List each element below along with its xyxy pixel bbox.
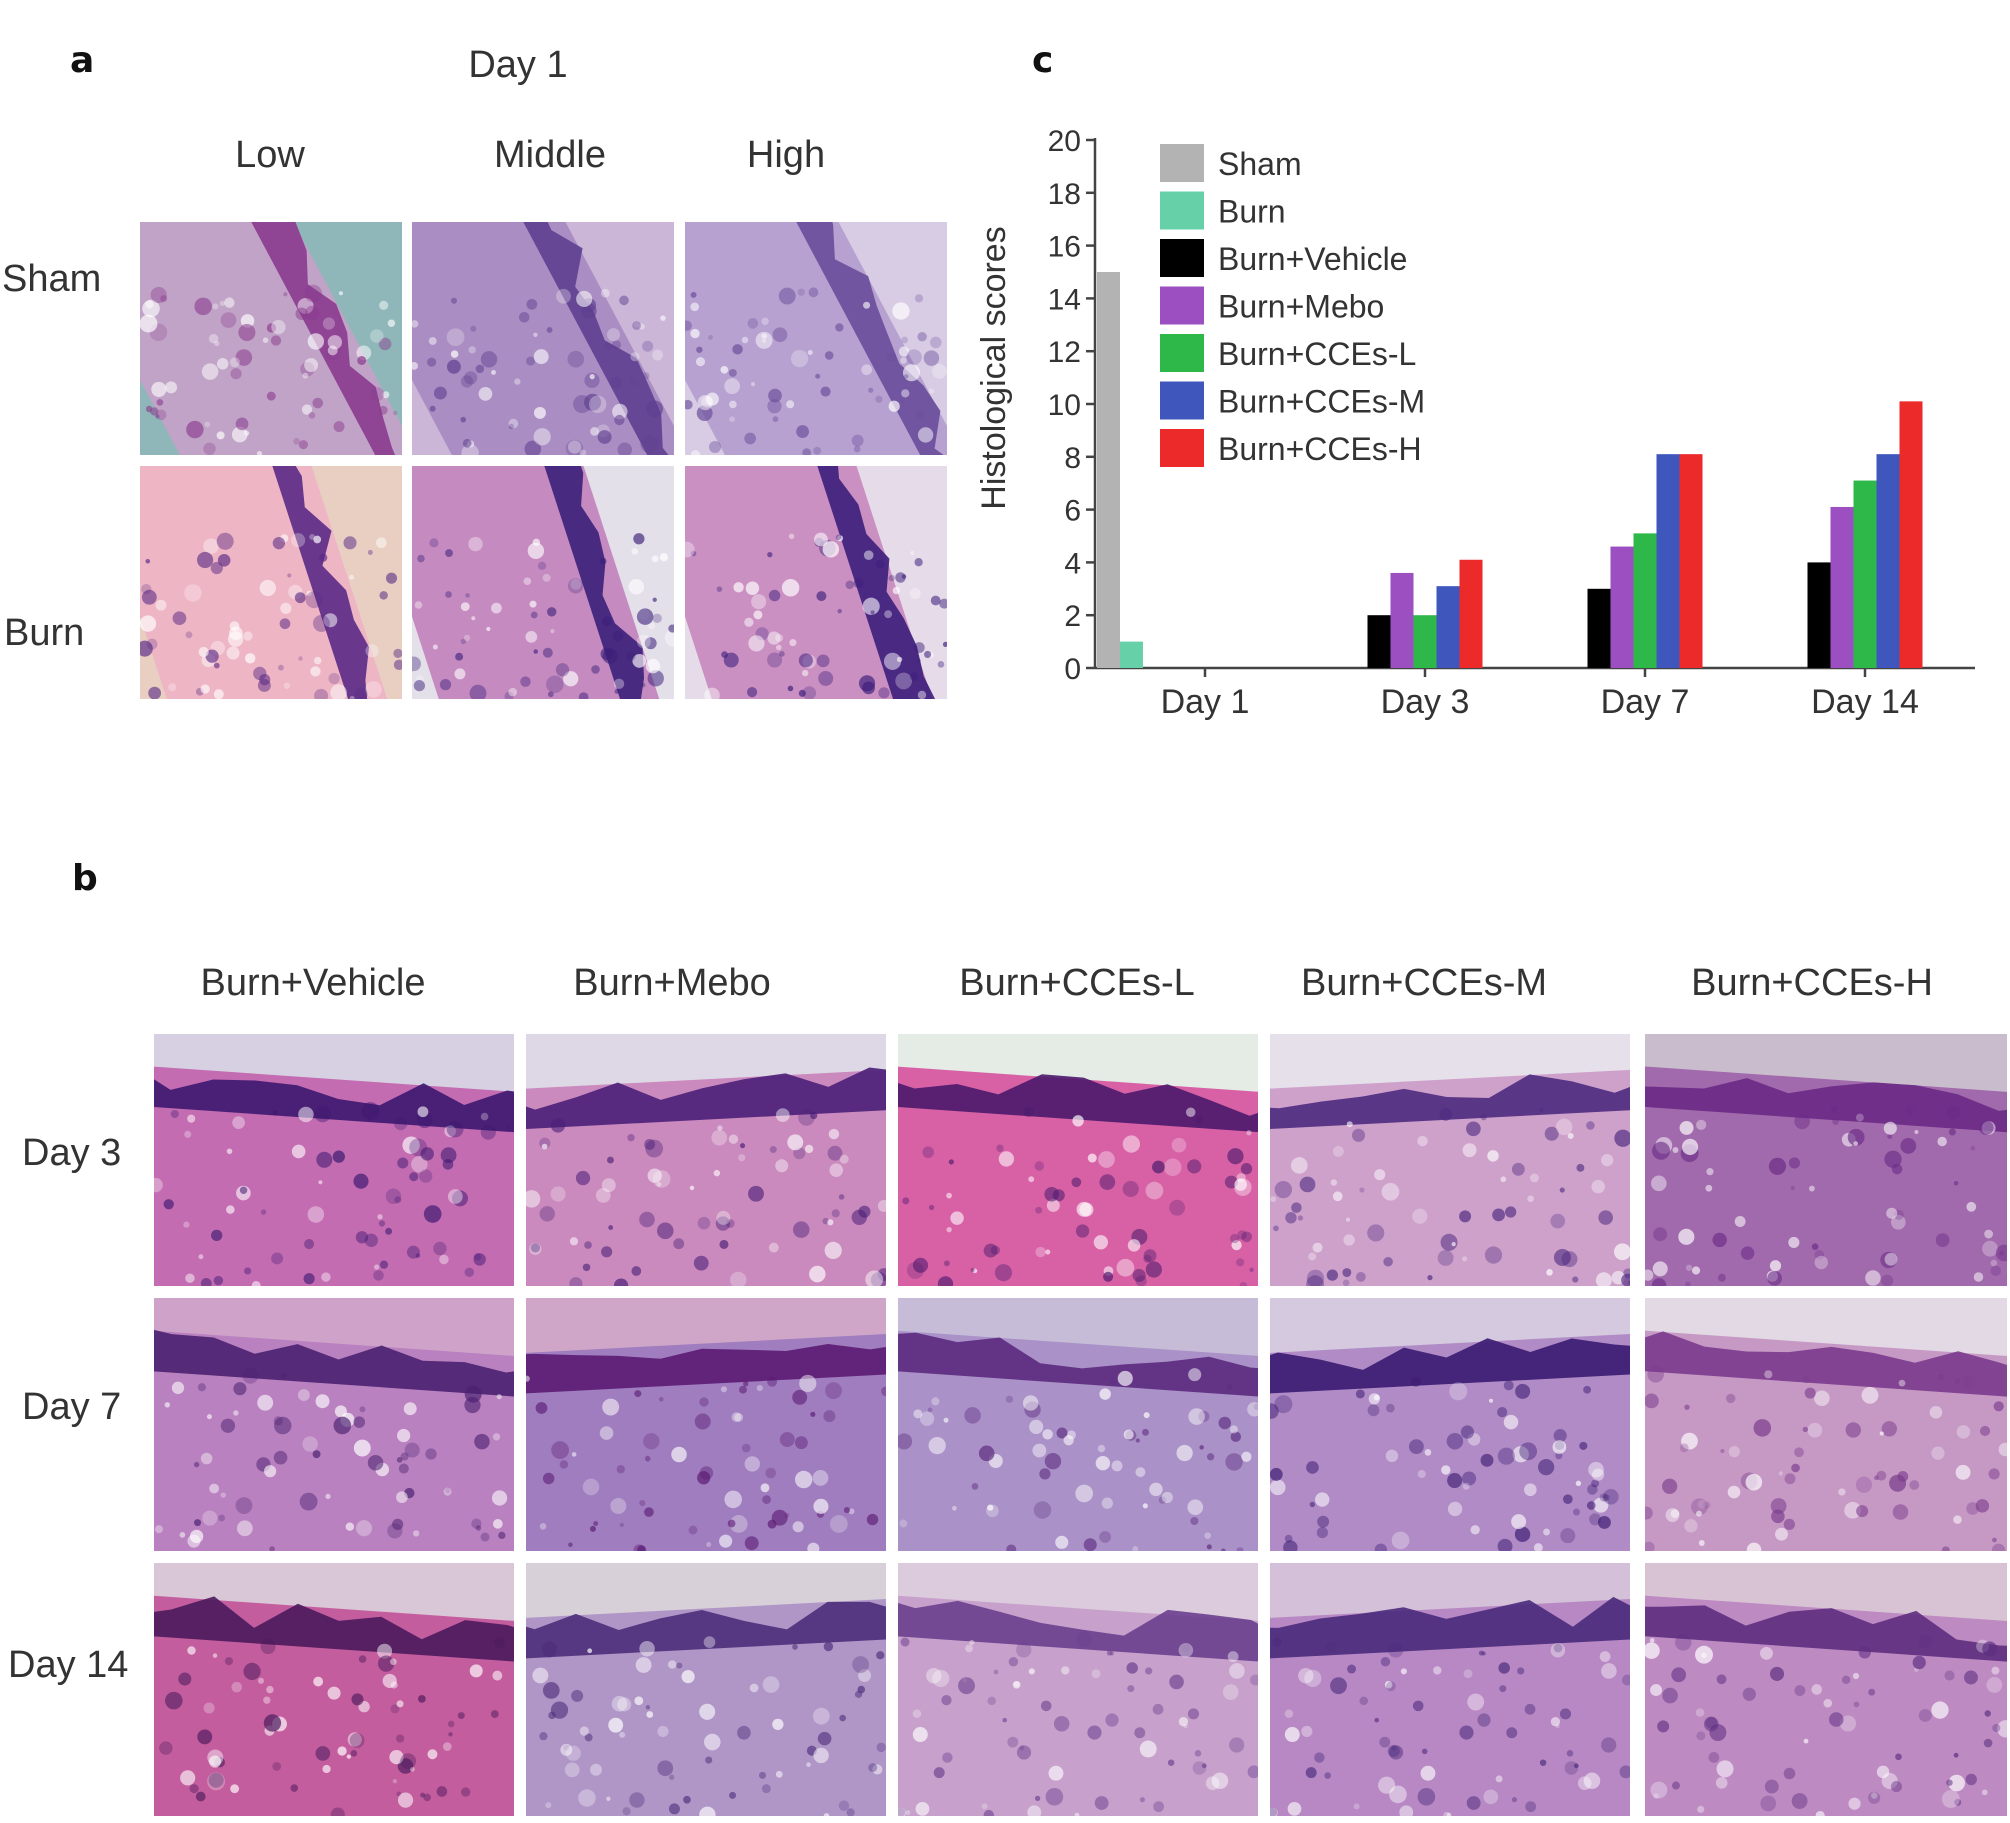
x-tick-label: Day 3: [1381, 683, 1470, 721]
panel-a-heading: Day 1: [468, 44, 568, 86]
x-tick-label: Day 7: [1601, 683, 1690, 721]
micrograph-b-day14-burn-vehicle: [154, 1563, 514, 1816]
bar-burn-cces-m-day7: [1656, 454, 1680, 668]
y-tick-label: 12: [1048, 336, 1081, 369]
y-tick-label: 14: [1048, 283, 1081, 316]
legend-label: Burn+Mebo: [1218, 289, 1384, 325]
legend-swatch: [1160, 334, 1204, 372]
bars: [1097, 272, 1923, 668]
bar-burn-cces-h-day7: [1679, 454, 1703, 668]
micrograph-b-day14-burn-mebo: [526, 1563, 886, 1816]
panel-b-row-day3: Day 3: [22, 1132, 122, 1174]
micrograph-a-burn-low: [140, 466, 402, 699]
legend-swatch: [1160, 144, 1204, 182]
legend-swatch: [1160, 286, 1204, 325]
legend-swatch: [1160, 381, 1204, 420]
legend: Sham Burn Burn+Vehicle Burn+Mebo Burn+CCEs-L…: [1160, 144, 1425, 467]
y-tick-label: 0: [1064, 653, 1081, 686]
micrograph-b-day7-burn-vehicle: [154, 1298, 514, 1551]
panel-a-row-sham: Sham: [2, 258, 102, 300]
x-axis: Day 1 Day 3 Day 7 Day 14: [1095, 666, 1975, 721]
micrograph-a-burn-high: [685, 466, 947, 699]
bar-sham-day1: [1097, 272, 1120, 668]
bar-burn-cces-h-day3: [1459, 559, 1483, 668]
panel-a-letter: a: [70, 40, 95, 81]
legend-label: Burn+CCEs-L: [1218, 336, 1416, 372]
bar-burn-vehicle-day7: [1587, 588, 1611, 668]
bar-burn-vehicle-day3: [1367, 615, 1391, 668]
y-tick-label: 16: [1048, 231, 1081, 264]
legend-label: Burn+CCEs-H: [1218, 431, 1422, 467]
y-tick-label: 4: [1064, 547, 1081, 580]
micrograph-a-sham-high: [685, 222, 947, 455]
panel-b-row-day14: Day 14: [8, 1644, 129, 1686]
micrograph-b-day7-burn-cces-m: [1270, 1298, 1630, 1551]
panel-b-row-day7: Day 7: [22, 1386, 122, 1428]
x-tick-label: Day 14: [1811, 683, 1919, 721]
y-tick-label: 20: [1048, 125, 1081, 158]
y-tick-label: 18: [1048, 178, 1081, 211]
legend-label: Burn: [1218, 194, 1286, 230]
panel-b-col-ccesm: Burn+CCEs-M: [1301, 962, 1547, 1004]
micrograph-b-day14-burn-cces-h: [1645, 1563, 2007, 1816]
micrograph-b-day3-burn-cces-l: [898, 1034, 1258, 1286]
bar-burn-cces-l-day3: [1413, 615, 1437, 668]
y-tick-label: 8: [1064, 442, 1081, 475]
bar-burn-cces-h-day14: [1899, 401, 1923, 668]
panel-b-col-vehicle: Burn+Vehicle: [200, 962, 426, 1004]
micrograph-b-day3-burn-cces-h: [1645, 1034, 2007, 1286]
panel-a-col-middle: Middle: [494, 134, 606, 176]
bar-burn-day1: [1120, 641, 1143, 668]
micrograph-b-day3-burn-vehicle: [154, 1034, 514, 1286]
bar-burn-cces-l-day7: [1633, 533, 1657, 668]
legend-swatch: [1160, 429, 1204, 467]
legend-label: Burn+CCEs-M: [1218, 384, 1425, 420]
micrograph-b-day3-burn-cces-m: [1270, 1034, 1630, 1286]
micrograph-b-day14-burn-cces-m: [1270, 1563, 1630, 1816]
micrograph-b-day7-burn-mebo: [526, 1298, 886, 1551]
legend-swatch: [1160, 239, 1204, 277]
bar-burn-cces-l-day14: [1853, 480, 1877, 668]
micrograph-a-sham-middle: [412, 222, 674, 455]
x-tick-label: Day 1: [1161, 683, 1250, 721]
bar-burn-cces-m-day14: [1876, 454, 1900, 668]
y-tick-label: 6: [1064, 495, 1081, 528]
micrograph-b-day7-burn-cces-h: [1645, 1298, 2007, 1551]
bar-burn-vehicle-day14: [1807, 562, 1831, 668]
legend-swatch: [1160, 191, 1204, 230]
bar-burn-mebo-day14: [1830, 506, 1854, 668]
legend-label: Sham: [1218, 146, 1302, 182]
micrograph-b-day7-burn-cces-l: [898, 1298, 1258, 1551]
bar-burn-cces-m-day3: [1436, 586, 1460, 668]
y-axis: 0 2 4 6 8 10 12 14 16 18 20: [1048, 125, 1097, 686]
bar-burn-mebo-day7: [1610, 546, 1634, 668]
panel-b-letter: b: [72, 858, 98, 899]
micrograph-a-burn-middle: [412, 466, 674, 699]
micrograph-b-day3-burn-mebo: [526, 1034, 886, 1286]
panel-a-col-high: High: [746, 134, 826, 176]
y-axis-label: Histological scores: [975, 226, 1013, 509]
panel-c-letter: c: [1032, 40, 1054, 81]
bar-burn-mebo-day3: [1390, 572, 1414, 668]
micrograph-a-sham-low: [140, 222, 402, 455]
y-tick-label: 10: [1048, 389, 1081, 422]
legend-label: Burn+Vehicle: [1218, 241, 1407, 277]
panel-a-col-low: Low: [235, 134, 305, 176]
micrograph-b-day14-burn-cces-l: [898, 1563, 1258, 1816]
panel-b-col-ccesl: Burn+CCEs-L: [959, 962, 1195, 1004]
y-tick-label: 2: [1064, 600, 1081, 633]
panel-b-col-mebo: Burn+Mebo: [573, 962, 771, 1004]
panel-a-row-burn: Burn: [4, 612, 85, 654]
panel-b-col-ccesh: Burn+CCEs-H: [1691, 962, 1933, 1004]
